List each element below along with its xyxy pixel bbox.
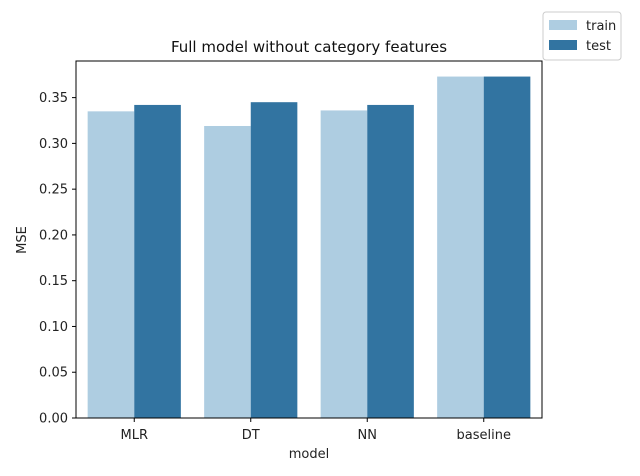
legend-label-test: test <box>586 39 611 54</box>
y-tick-label: 0.25 <box>39 183 68 198</box>
bar-test-DT <box>250 102 298 418</box>
bar-test-MLR <box>134 104 181 418</box>
x-axis-label: model <box>289 447 329 462</box>
bar-test-baseline <box>483 76 531 419</box>
x-tick-label: DT <box>242 428 260 443</box>
x-axis: MLR DT NN baseline <box>121 418 511 443</box>
legend-swatch-train <box>549 20 577 30</box>
bar-train-baseline <box>437 76 484 419</box>
legend-items: train test <box>549 19 616 54</box>
y-tick-label: 0.35 <box>39 91 68 106</box>
chart-title: Full model without category features <box>171 38 447 56</box>
x-tick-label: MLR <box>121 428 149 443</box>
bar-test-NN <box>367 104 414 418</box>
y-tick-label: 0.20 <box>39 228 68 243</box>
y-tick-label: 0.15 <box>39 274 68 289</box>
bar-train-NN <box>320 110 368 418</box>
legend: train test <box>542 11 622 61</box>
bar-train-DT <box>204 125 251 418</box>
y-axis: 0.00 0.05 0.10 0.15 0.20 0.25 0.30 0.35 <box>39 91 76 427</box>
y-axis-label: MSE <box>15 226 30 254</box>
y-tick-label: 0.10 <box>39 320 68 335</box>
plot-frame <box>75 60 543 419</box>
plot-area: 0.00 0.05 0.10 0.15 0.20 0.25 0.30 0.35 MLR DT NN… <box>39 60 543 443</box>
y-tick-label: 0.00 <box>39 412 68 427</box>
y-tick-label: 0.30 <box>39 137 68 152</box>
bar-train-MLR <box>87 111 135 418</box>
x-tick-label: NN <box>358 428 377 443</box>
bars-group <box>87 76 531 419</box>
x-tick-label: baseline <box>457 428 511 443</box>
y-tick-label: 0.05 <box>39 366 68 381</box>
legend-swatch-test <box>549 40 577 50</box>
legend-label-train: train <box>586 19 616 34</box>
